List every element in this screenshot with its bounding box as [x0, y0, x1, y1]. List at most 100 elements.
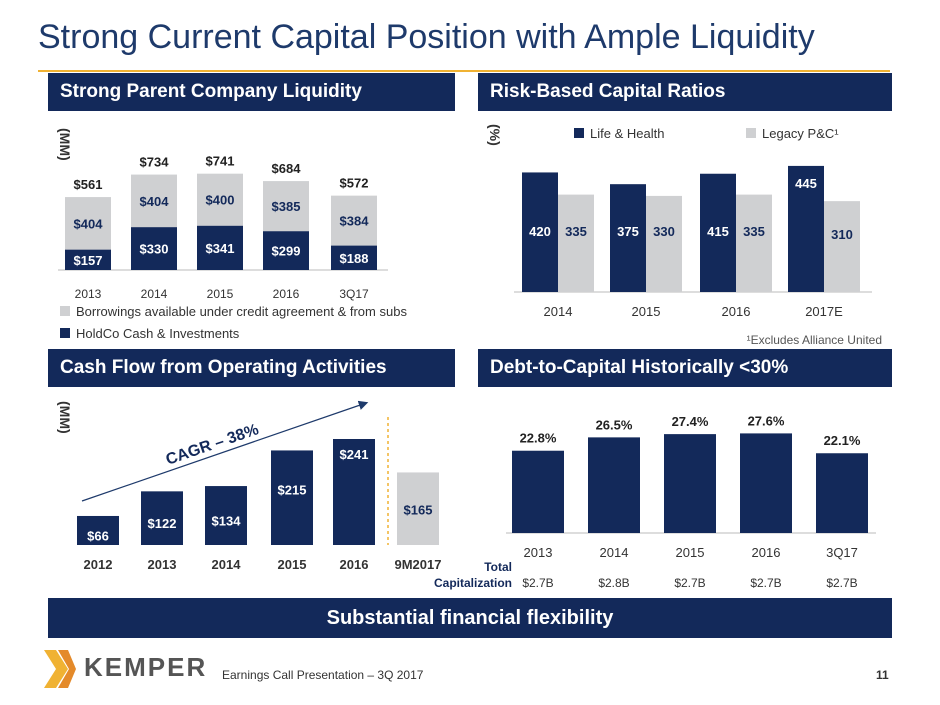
data-label-cashflow: $165 [404, 502, 433, 517]
bar-holdco [263, 231, 309, 270]
data-label-borrowings: $404 [140, 194, 170, 209]
bar-borrowings [263, 181, 309, 232]
total-label: $572 [340, 176, 369, 191]
data-label-legacy-pc: 335 [565, 224, 587, 239]
x-tick-label: 2016 [340, 557, 369, 572]
total-label: $561 [74, 177, 103, 192]
bar-legacy-pc [646, 195, 682, 292]
bar-legacy-pc [824, 201, 860, 292]
legend-swatch-lh [574, 128, 584, 138]
x-tick-label: 2012 [84, 557, 113, 572]
legend-life-health: Life & Health [590, 126, 664, 141]
total-label: $741 [206, 154, 235, 169]
x-tick-label: 2014 [141, 287, 168, 301]
data-label-legacy-pc: 330 [653, 224, 675, 239]
data-label-cashflow: $215 [278, 482, 307, 497]
data-label-cashflow: $122 [148, 516, 177, 531]
footnote: ¹Excludes Alliance United [747, 333, 882, 346]
data-label-debt: 27.4% [672, 414, 709, 429]
x-tick-label: 2017E [805, 304, 843, 319]
section-header-rbc: Risk-Based Capital Ratios [478, 73, 892, 111]
legend-swatch-borrowings [60, 306, 70, 316]
bar-cashflow [397, 472, 439, 545]
x-tick-label: 2014 [212, 557, 242, 572]
data-label-debt: 27.6% [748, 413, 785, 428]
x-tick-label: 2016 [722, 304, 751, 319]
bar-cashflow [333, 439, 375, 545]
x-tick-label: 2015 [676, 545, 705, 560]
bar-holdco [65, 249, 111, 270]
x-tick-label: 2014 [600, 545, 629, 560]
x-tick-label: 2016 [752, 545, 781, 560]
page-title: Strong Current Capital Position with Amp… [38, 18, 815, 56]
total-cap-value: $2.7B [826, 576, 857, 590]
data-label-holdco: $299 [272, 244, 301, 259]
x-tick-label: 2016 [273, 287, 300, 301]
legend-holdco: HoldCo Cash & Investments [76, 326, 240, 341]
total-cap-label: Capitalization [434, 576, 512, 590]
data-label-debt: 26.5% [596, 417, 633, 432]
legend-legacy-pc: Legacy P&C¹ [762, 126, 839, 141]
bar-life-health [610, 184, 646, 292]
footer-text: Earnings Call Presentation – 3Q 2017 [222, 668, 424, 682]
data-label-borrowings: $384 [340, 214, 370, 229]
data-label-life-health: 415 [707, 224, 729, 239]
bar-debt-to-capital [664, 434, 716, 533]
x-tick-label: 2013 [148, 557, 177, 572]
company-logo: KEMPER [84, 652, 208, 682]
x-tick-label: 3Q17 [826, 545, 858, 560]
data-label-cashflow: $66 [87, 528, 109, 543]
flexibility-banner: Substantial financial flexibility [48, 598, 892, 638]
y-axis-label: (MM) [57, 128, 73, 161]
total-cap-value: $2.7B [674, 576, 705, 590]
bar-debt-to-capital [740, 433, 792, 533]
bar-debt-to-capital [588, 437, 640, 533]
data-label-holdco: $188 [340, 251, 369, 266]
bar-legacy-pc [736, 194, 772, 292]
bar-legacy-pc [558, 194, 594, 292]
bar-life-health [700, 173, 736, 292]
bar-borrowings [331, 195, 377, 246]
total-cap-label: Total [484, 560, 512, 574]
bar-life-health [522, 172, 558, 292]
data-label-cashflow: $134 [212, 514, 242, 529]
data-label-borrowings: $385 [272, 199, 301, 214]
data-label-legacy-pc: 310 [831, 227, 853, 242]
data-label-debt: 22.1% [824, 433, 861, 448]
total-cap-value: $2.7B [522, 576, 553, 590]
total-label: $684 [272, 161, 302, 176]
bar-cashflow [77, 515, 119, 545]
bar-debt-to-capital [512, 450, 564, 533]
y-axis-label: (%) [487, 124, 503, 146]
legend-swatch-pc [746, 128, 756, 138]
x-tick-label: 2013 [524, 545, 553, 560]
data-label-holdco: $157 [74, 253, 103, 268]
x-tick-label: 9M2017 [395, 557, 442, 572]
x-tick-label: 2015 [207, 287, 234, 301]
section-header-cashflow: Cash Flow from Operating Activities [48, 349, 455, 387]
bar-cashflow [271, 450, 313, 545]
x-tick-label: 2015 [632, 304, 661, 319]
data-label-holdco: $330 [140, 242, 169, 257]
total-cap-value: $2.8B [598, 576, 629, 590]
rbc-chart: (%) Life & Health Legacy P&C¹ 420 335 2014 375… [487, 124, 882, 346]
data-label-borrowings: $404 [74, 216, 104, 231]
bar-holdco [131, 227, 177, 270]
page-number: 11 [876, 668, 889, 682]
section-header-debt: Debt-to-Capital Historically <30% [478, 349, 892, 387]
bar-cashflow [141, 491, 183, 545]
debt-chart: 22.8% 2013 $2.7B 26.5% 2014 $2.8B 27.4% 2015 $2.… [434, 413, 876, 590]
data-label-legacy-pc: 335 [743, 224, 765, 239]
bar-borrowings [197, 173, 243, 226]
bar-cashflow [205, 486, 247, 545]
x-tick-label: 2014 [544, 304, 573, 319]
legend-borrowings: Borrowings available under credit agreem… [76, 304, 407, 319]
data-label-life-health: 420 [529, 224, 551, 239]
liquidity-chart: (MM) $157 $404 $561 2013 $330 $404 $734 2014 $341… [57, 128, 407, 341]
bar-debt-to-capital [816, 453, 868, 533]
data-label-debt: 22.8% [520, 431, 557, 446]
data-label-cashflow: $241 [340, 447, 369, 462]
x-tick-label: 3Q17 [339, 287, 369, 301]
data-label-life-health: 445 [795, 176, 817, 191]
data-label-life-health: 375 [617, 224, 639, 239]
